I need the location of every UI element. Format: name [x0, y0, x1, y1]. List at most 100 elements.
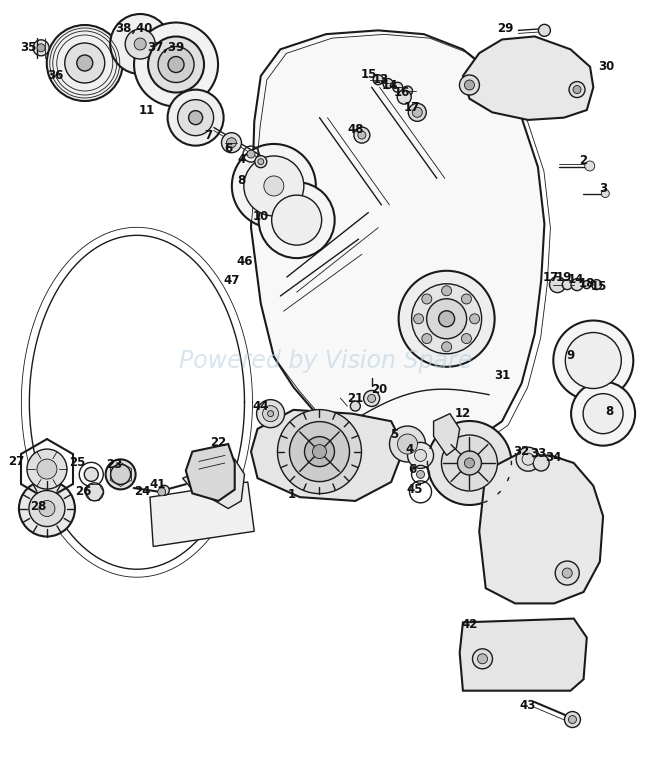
Text: 20: 20 — [372, 383, 387, 396]
Circle shape — [441, 286, 452, 296]
Circle shape — [411, 284, 482, 354]
Circle shape — [462, 294, 471, 304]
Circle shape — [428, 421, 511, 505]
Circle shape — [441, 342, 452, 351]
Text: 22: 22 — [211, 436, 226, 449]
Circle shape — [278, 410, 361, 493]
Text: 11: 11 — [139, 103, 155, 117]
Circle shape — [539, 24, 550, 36]
Text: 19: 19 — [556, 270, 572, 284]
Circle shape — [415, 449, 426, 461]
Text: 8: 8 — [237, 174, 245, 187]
Text: 43: 43 — [520, 699, 537, 713]
Text: 4: 4 — [406, 442, 413, 456]
Text: 46: 46 — [236, 255, 253, 269]
Circle shape — [473, 649, 492, 669]
Circle shape — [368, 395, 376, 402]
Circle shape — [460, 75, 479, 95]
Circle shape — [533, 455, 549, 471]
Polygon shape — [186, 444, 235, 501]
Circle shape — [37, 459, 57, 479]
Circle shape — [389, 426, 426, 462]
Text: 7: 7 — [205, 128, 213, 142]
Circle shape — [565, 711, 580, 728]
Circle shape — [33, 39, 49, 56]
Circle shape — [289, 421, 349, 482]
Circle shape — [397, 90, 411, 104]
Text: 14: 14 — [381, 79, 398, 93]
Circle shape — [426, 299, 467, 339]
Circle shape — [257, 400, 284, 427]
Circle shape — [159, 485, 170, 496]
Circle shape — [106, 459, 136, 490]
Text: 17: 17 — [404, 101, 420, 115]
Circle shape — [441, 435, 497, 491]
Text: 13: 13 — [373, 73, 389, 87]
Text: 38,40: 38,40 — [115, 22, 153, 36]
Circle shape — [85, 483, 104, 501]
Text: Powered by Vision Spare: Powered by Vision Spare — [179, 348, 473, 373]
Circle shape — [84, 468, 98, 481]
Polygon shape — [183, 459, 244, 509]
Circle shape — [422, 294, 432, 304]
Circle shape — [263, 405, 278, 422]
Circle shape — [27, 449, 67, 489]
Text: 27: 27 — [8, 455, 24, 468]
Circle shape — [312, 445, 327, 458]
Text: 15: 15 — [590, 280, 607, 294]
Circle shape — [358, 131, 366, 139]
Circle shape — [516, 447, 540, 471]
Circle shape — [469, 313, 480, 324]
Circle shape — [601, 190, 610, 197]
Circle shape — [556, 561, 579, 585]
Circle shape — [398, 271, 495, 367]
Text: 44: 44 — [252, 399, 269, 413]
Polygon shape — [251, 30, 544, 452]
Circle shape — [573, 86, 581, 93]
Text: 41: 41 — [149, 477, 166, 491]
Circle shape — [393, 82, 403, 93]
Circle shape — [477, 653, 488, 664]
Circle shape — [168, 90, 224, 146]
Circle shape — [267, 411, 274, 417]
Text: 30: 30 — [599, 60, 614, 74]
Circle shape — [417, 471, 424, 478]
Polygon shape — [251, 410, 404, 501]
Polygon shape — [479, 455, 603, 603]
Text: 21: 21 — [348, 392, 363, 405]
Text: 17: 17 — [543, 270, 559, 284]
Circle shape — [554, 320, 633, 401]
Text: 32: 32 — [514, 445, 529, 458]
Text: 29: 29 — [497, 22, 514, 36]
Circle shape — [354, 127, 370, 143]
Text: 45: 45 — [406, 483, 423, 496]
Polygon shape — [150, 482, 254, 546]
Circle shape — [565, 332, 621, 389]
Circle shape — [398, 434, 417, 454]
Text: 42: 42 — [461, 618, 478, 631]
Circle shape — [125, 29, 155, 59]
Circle shape — [464, 80, 475, 90]
Circle shape — [550, 276, 565, 293]
Text: 47: 47 — [223, 274, 240, 288]
Circle shape — [158, 46, 194, 83]
Text: 24: 24 — [134, 485, 151, 499]
Circle shape — [464, 458, 475, 468]
Circle shape — [188, 111, 203, 124]
Circle shape — [134, 38, 146, 50]
Circle shape — [258, 159, 264, 165]
Circle shape — [402, 86, 413, 96]
Circle shape — [134, 23, 218, 106]
Circle shape — [195, 484, 203, 492]
Circle shape — [148, 36, 204, 93]
Circle shape — [585, 161, 595, 171]
Circle shape — [350, 401, 361, 411]
Text: 3: 3 — [599, 181, 607, 195]
Circle shape — [304, 436, 334, 467]
Circle shape — [569, 81, 585, 98]
Text: 4: 4 — [237, 153, 245, 166]
Text: 37,39: 37,39 — [147, 41, 185, 55]
Circle shape — [439, 310, 454, 327]
Circle shape — [462, 333, 471, 344]
Circle shape — [264, 176, 284, 196]
